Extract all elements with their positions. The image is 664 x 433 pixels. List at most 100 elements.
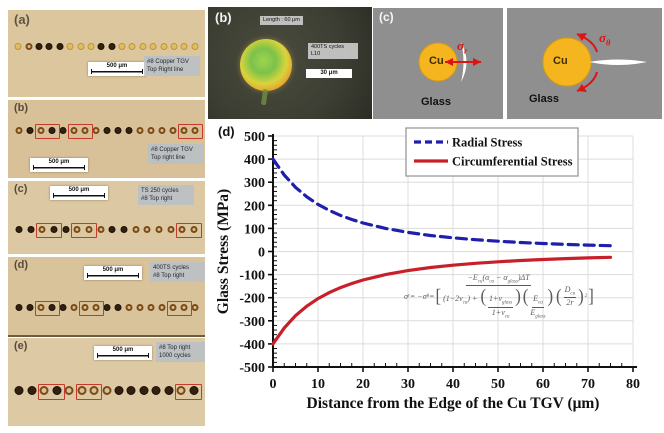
x-tick-label: 0 <box>270 377 277 392</box>
stress-chart-panel: (d) 0 10 20 30 40 50 60 70 80 -500 -400 -300 -200 -10… <box>215 120 664 433</box>
failed-via-highlight-box <box>71 223 97 238</box>
x-tick-label: 70 <box>581 377 595 392</box>
condition-line: 400TS cycles <box>153 265 190 271</box>
via-dot <box>160 43 168 50</box>
via-dot <box>114 127 121 134</box>
via-dot <box>15 226 23 233</box>
via-dot <box>35 43 43 50</box>
circumferential-stress-drawing <box>542 33 647 92</box>
via-dot <box>26 304 33 311</box>
y-tick-label: 500 <box>244 130 265 145</box>
via-dot <box>191 304 198 311</box>
scale-bar: 500 μm <box>30 158 88 172</box>
via-dot <box>136 304 143 311</box>
via-dot <box>56 43 64 50</box>
legend-label: Radial Stress <box>452 136 522 150</box>
sigma-theta-label: σθ <box>599 30 611 48</box>
glass-label: Glass <box>529 93 559 105</box>
via-dot <box>25 43 33 50</box>
via-dot <box>97 226 105 233</box>
via-dots-row <box>13 40 200 54</box>
micrograph-panel-b: (b) 500 μm #8 Copper TGV Top right line <box>8 100 205 178</box>
condition-label: 400TS cycles #8 Top right <box>150 262 205 283</box>
cu-label: Cu <box>429 55 444 67</box>
via-dot <box>27 386 37 395</box>
condition-label: #8 Copper TGV Top right line <box>148 144 204 165</box>
series-circumferential <box>271 255 613 346</box>
failed-via-highlight-box <box>176 223 203 238</box>
via-dot <box>180 304 187 311</box>
y-axis-title: Glass Stress (MPa) <box>216 189 232 314</box>
condition-line: #8 Top right <box>153 273 185 280</box>
y-tick-label: 100 <box>244 222 265 237</box>
via-dot <box>102 386 111 395</box>
panel-letter-e: (e) <box>14 340 28 352</box>
micrograph-panel-a: (a) 500 μm #8 Copper TGV Top Right line <box>8 10 205 97</box>
via-dot <box>14 386 24 395</box>
via-dot <box>151 386 161 395</box>
failed-via-highlight-box <box>67 124 93 139</box>
via-dot <box>66 43 74 50</box>
via-dot <box>108 43 116 50</box>
copper-via-image <box>240 39 292 91</box>
scale-bar: 500 μm <box>88 62 146 76</box>
failed-via-highlight-box <box>166 301 192 316</box>
panel-letter-a: (a) <box>14 12 30 27</box>
via-dot <box>97 43 105 50</box>
photo-condition-line: L10 <box>311 51 321 58</box>
via-dot <box>136 127 143 134</box>
via-dot <box>27 226 35 233</box>
via-dots-row <box>13 223 203 238</box>
via-dot <box>125 127 132 134</box>
via-dot <box>15 304 22 311</box>
via-dot <box>81 304 88 311</box>
glass-label: Glass <box>421 96 451 108</box>
sigma-r-label: σr <box>457 38 468 56</box>
panel-letter-c: (c) <box>14 183 28 195</box>
condition-line: TS 250 cycles <box>141 188 179 194</box>
scale-bar-label: 500 μm <box>106 63 128 69</box>
cu-label: Cu <box>553 55 568 67</box>
scale-bar-label: 500 μm <box>68 187 90 193</box>
via-dot <box>169 127 176 134</box>
crack-length-label: Length : 60 μm <box>260 16 303 26</box>
condition-label: #8 Top right 1000 cycles <box>156 342 205 363</box>
scale-bar-label: 500 μm <box>112 347 134 353</box>
failed-via-highlight-box <box>34 301 60 316</box>
via-dot <box>189 386 199 395</box>
via-dot <box>191 43 199 50</box>
via-dot <box>52 386 62 395</box>
axis-ticks: 0 10 20 30 40 50 60 70 80 -500 -400 -300 -200 -100 0 10… <box>239 130 640 392</box>
via-dot <box>14 43 22 50</box>
via-dots-row <box>13 124 203 139</box>
legend: Radial Stress Circumferential Stress <box>405 127 579 177</box>
circumferential-stress-schematic: Cu σθ Glass <box>507 8 662 119</box>
via-optical-photo: (b) Length : 60 μm 400TS cycles L10 30 μ… <box>208 7 372 119</box>
scale-bar-line <box>33 165 85 170</box>
via-dot <box>180 127 187 134</box>
via-dot <box>180 43 188 50</box>
via-dot <box>59 304 66 311</box>
via-dot <box>126 386 136 395</box>
x-tick-label: 60 <box>536 377 550 392</box>
via-dot <box>92 304 99 311</box>
radial-stress-drawing <box>418 42 481 82</box>
micrograph-panel-e: (e) 500 μm #8 Top right 1000 cycles <box>8 338 205 426</box>
via-dot <box>92 127 99 134</box>
via-dot <box>59 127 66 134</box>
failed-via-highlight-box <box>36 223 62 238</box>
via-dot <box>38 226 46 233</box>
legend-label: Circumferential Stress <box>452 155 573 169</box>
y-tick-label: -500 <box>239 361 265 376</box>
condition-line: #8 Copper TGV <box>151 147 193 153</box>
via-dot <box>48 127 55 134</box>
y-tick-label: 400 <box>244 153 265 168</box>
via-dot <box>118 43 126 50</box>
via-dot <box>167 226 175 233</box>
scale-bar-line <box>53 193 105 198</box>
via-dot <box>190 226 198 233</box>
condition-line: Top right line <box>151 155 186 162</box>
via-dot <box>64 386 74 395</box>
via-dot <box>26 127 33 134</box>
